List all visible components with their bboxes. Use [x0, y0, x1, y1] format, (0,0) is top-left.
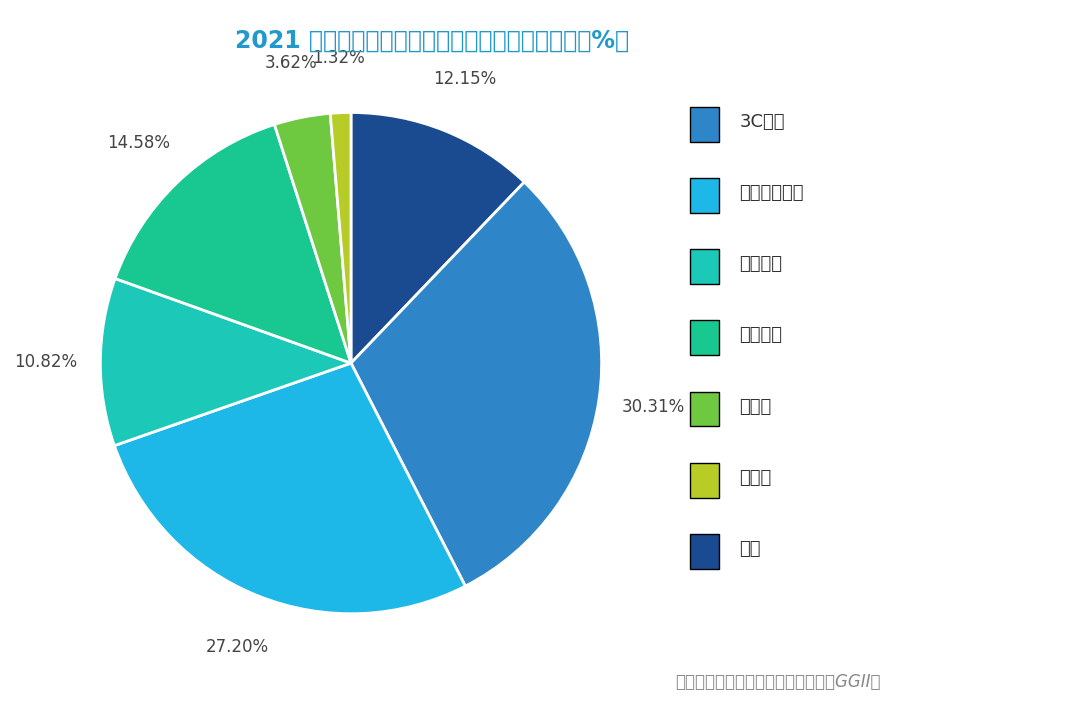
Text: 汽车及零部件: 汽车及零部件	[740, 184, 804, 202]
Text: 12.15%: 12.15%	[433, 70, 497, 88]
Text: 27.20%: 27.20%	[206, 638, 269, 656]
FancyBboxPatch shape	[690, 392, 719, 426]
FancyBboxPatch shape	[690, 320, 719, 355]
Text: 30.31%: 30.31%	[622, 398, 685, 417]
FancyBboxPatch shape	[690, 107, 719, 142]
Wedge shape	[100, 278, 351, 446]
Text: 1.32%: 1.32%	[312, 48, 365, 67]
Wedge shape	[351, 182, 602, 586]
Text: 锂电池: 锂电池	[740, 468, 771, 487]
Text: 半导体: 半导体	[740, 397, 771, 416]
Text: 机械加工: 机械加工	[740, 255, 782, 273]
FancyBboxPatch shape	[690, 534, 719, 569]
Text: 数据来源：高工机器人产业研究所（GGII）: 数据来源：高工机器人产业研究所（GGII）	[675, 673, 880, 691]
Wedge shape	[116, 125, 351, 363]
Text: 2021 年中国协作机器人应用行业分布（以销量计，%）: 2021 年中国协作机器人应用行业分布（以销量计，%）	[235, 28, 629, 53]
FancyBboxPatch shape	[690, 178, 719, 213]
Wedge shape	[274, 113, 351, 363]
Text: 其他: 其他	[740, 540, 761, 558]
Text: 医疗保健: 医疗保健	[740, 326, 782, 345]
Text: 3C电子: 3C电子	[740, 112, 785, 131]
Text: 14.58%: 14.58%	[107, 135, 170, 152]
Text: 10.82%: 10.82%	[14, 352, 77, 371]
FancyBboxPatch shape	[690, 463, 719, 498]
Wedge shape	[114, 363, 465, 614]
FancyBboxPatch shape	[690, 249, 719, 284]
Text: 3.62%: 3.62%	[265, 54, 318, 72]
Wedge shape	[330, 112, 351, 363]
Wedge shape	[351, 112, 524, 363]
